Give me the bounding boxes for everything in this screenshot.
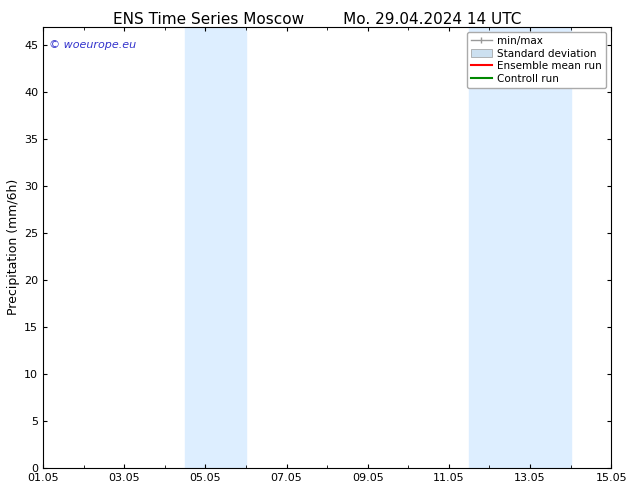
Text: © woeurope.eu: © woeurope.eu bbox=[49, 40, 136, 50]
Y-axis label: Precipitation (mm/6h): Precipitation (mm/6h) bbox=[7, 179, 20, 316]
Text: ENS Time Series Moscow        Mo. 29.04.2024 14 UTC: ENS Time Series Moscow Mo. 29.04.2024 14… bbox=[113, 12, 521, 27]
Legend: min/max, Standard deviation, Ensemble mean run, Controll run: min/max, Standard deviation, Ensemble me… bbox=[467, 32, 606, 88]
Bar bbox=[469, 26, 571, 468]
Bar bbox=[185, 26, 246, 468]
